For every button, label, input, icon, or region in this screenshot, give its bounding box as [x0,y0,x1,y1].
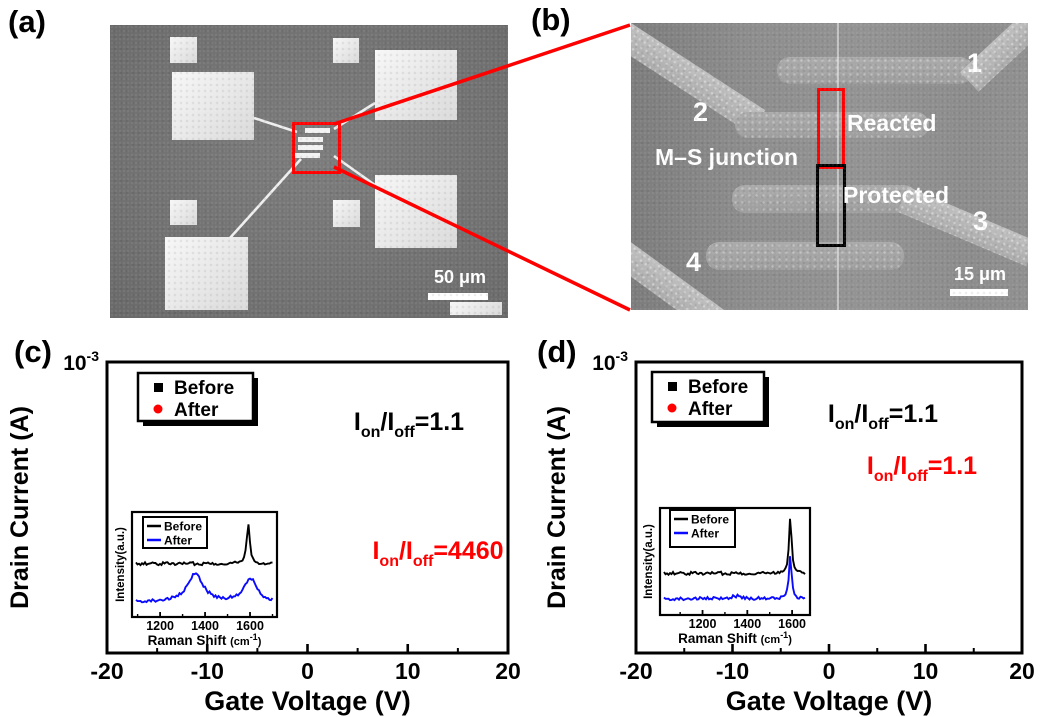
raman-curve-after [663,556,806,602]
svg-text:20: 20 [1009,658,1035,684]
scale-bar-b [950,289,1008,296]
ms-junction-label: M–S junction [655,144,799,170]
ion-ioff-ratio-label: Ion/Ioff=1.1 [867,452,977,485]
panel-label-d: (d) [537,334,577,369]
svg-text:After: After [691,527,719,541]
panel-label-c: (c) [14,334,52,369]
svg-text:20: 20 [495,658,521,684]
svg-text:0: 0 [823,658,836,684]
inset-y-axis-title: Intensity(a.u.) [643,524,655,599]
svg-text:-10: -10 [716,658,749,684]
protected-region-box [816,164,846,247]
reacted-region-box [817,88,845,169]
svg-text:Before: Before [174,378,234,399]
inset-x-axis-title: Raman Shift (cm-1) [148,632,262,648]
protected-label: Protected [843,182,950,208]
svg-text:10-3: 10-3 [592,348,628,375]
svg-text:Before: Before [691,513,729,527]
plot-frame [634,360,1024,655]
panel-label-b: (b) [531,2,571,37]
electrode-4-bar [706,242,904,270]
svg-text:After: After [688,399,733,420]
ion-ioff-ratio-label: Ion/Ioff=1.1 [354,408,464,441]
metal-pad-small [170,37,197,63]
raman-curve-before [663,518,806,577]
ion-ioff-ratio-label: Ion/Ioff=1.1 [828,400,938,433]
scale-bar-label-b: 15 μm [953,264,1007,284]
device-finger-electrode [298,137,323,142]
svg-text:1600: 1600 [236,619,264,633]
svg-text:10: 10 [913,658,939,684]
x-axis-title: Gate Voltage (V) [204,686,411,716]
inset-y-axis-title: Intensity(a.u.) [115,527,127,602]
raman-curve-before [135,524,273,567]
electrode-4-label: 4 [686,247,702,277]
y-axis-title: Drain Current (A) [543,406,571,609]
electrode-1-bar [777,57,973,84]
device-finger-electrode [295,153,320,158]
y-axis-title: Drain Current (A) [6,406,34,609]
svg-text:1600: 1600 [778,617,806,631]
electrode-1-label: 1 [967,48,983,78]
x-axis-title: Gate Voltage (V) [726,686,933,716]
svg-text:10: 10 [395,658,421,684]
metal-pad-small [170,200,197,225]
electrode-2-bar [735,112,929,138]
zoom-region-box [292,122,341,174]
svg-text:1400: 1400 [191,619,219,633]
inset-x-axis-title: Raman Shift (cm-1) [678,630,792,646]
svg-text:10-3: 10-3 [63,348,99,375]
metal-pad-large [172,72,254,140]
svg-text:After: After [164,534,192,548]
svg-text:0: 0 [301,658,314,684]
svg-text:-10: -10 [191,658,224,684]
electrode-3-label: 3 [973,206,989,236]
electrode-3-bar [732,185,917,213]
svg-text:1200: 1200 [689,617,717,631]
device-finger-electrode [298,145,323,150]
metal-pad-large [165,237,248,310]
svg-text:-20: -20 [619,658,652,684]
plot-frame [105,360,510,655]
svg-text:After: After [174,400,219,421]
svg-text:1200: 1200 [146,619,174,633]
sem-image-device-overview: 50 μm [110,25,508,318]
scale-bar-a [428,293,488,300]
panel-label-a: (a) [8,4,46,39]
scale-bar-label-a: 50 μm [433,267,487,287]
svg-text:Before: Before [688,377,748,398]
svg-text:1400: 1400 [733,617,761,631]
svg-text:-20: -20 [90,658,123,684]
reacted-label: Reacted [847,110,937,136]
electrode-2-label: 2 [693,97,709,127]
raman-curve-after [135,572,274,604]
ion-ioff-ratio-label: Ion/Ioff=4460 [372,537,503,570]
device-finger-electrode [305,128,330,133]
svg-text:Before: Before [164,520,202,534]
sem-image-junction-zoom: 1 2 3 4 Reacted M–S junction Protected 1… [631,23,1028,310]
